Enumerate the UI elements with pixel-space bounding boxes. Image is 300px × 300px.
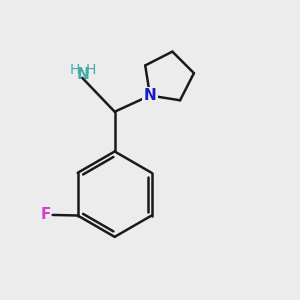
Text: N: N <box>76 68 89 82</box>
Text: F: F <box>41 207 51 222</box>
Text: H: H <box>70 63 80 76</box>
Text: H: H <box>85 63 96 76</box>
Text: N: N <box>144 88 156 103</box>
